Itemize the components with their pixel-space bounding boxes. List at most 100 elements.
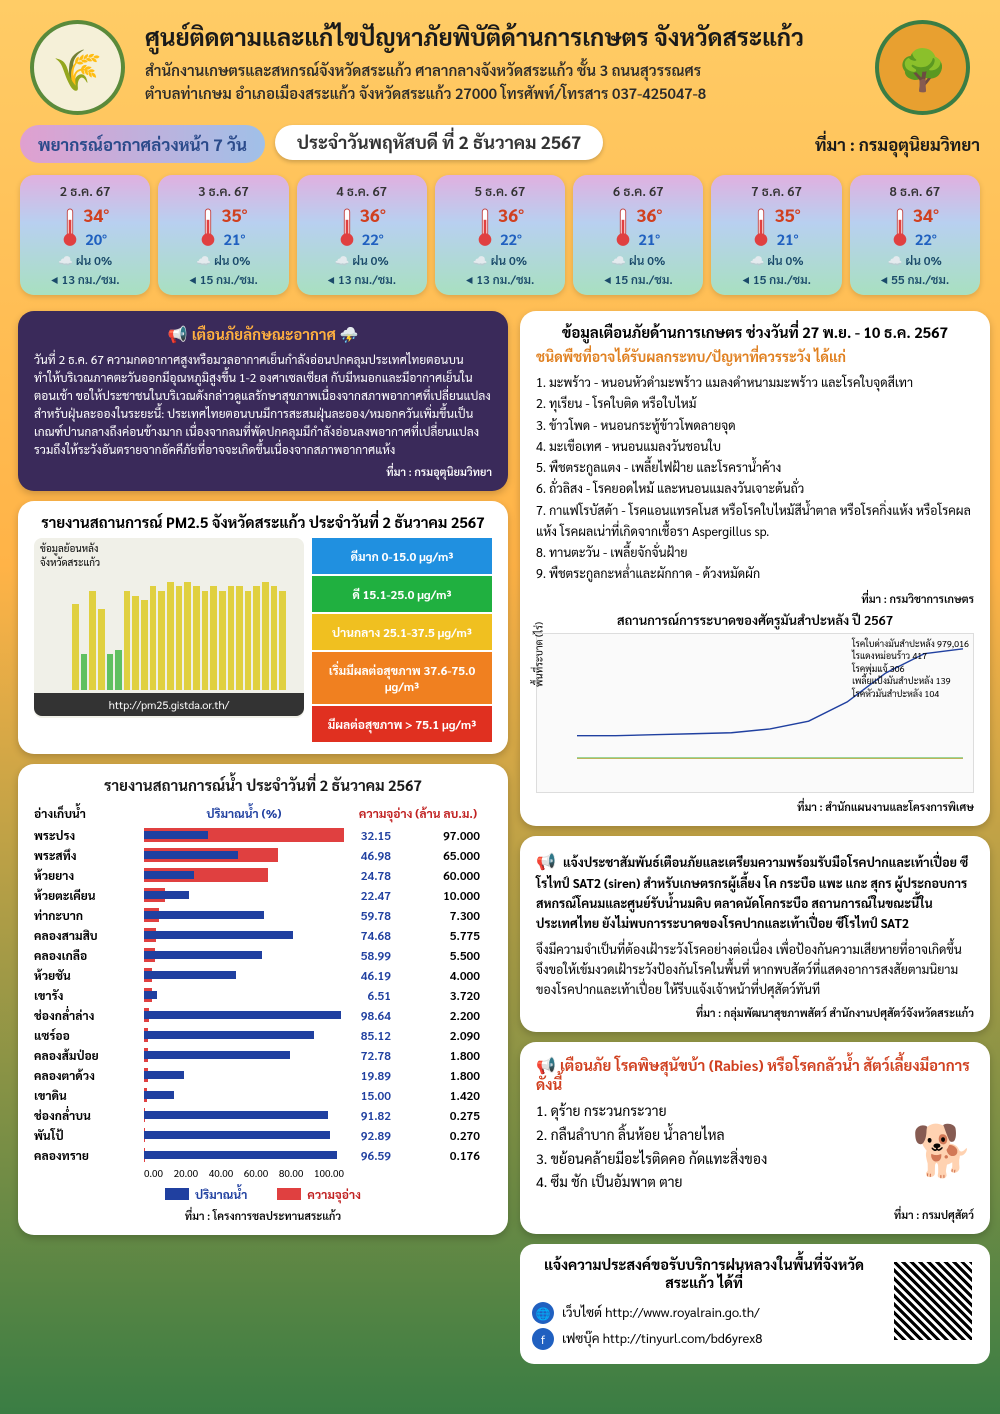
water-row: ช่องกล่ำล่าง 98.642.200 bbox=[34, 1005, 492, 1025]
rain-pct: ☁️ ฝน 0% bbox=[303, 252, 421, 268]
temp-high: 36° bbox=[498, 204, 524, 227]
ag-list-item: 6. ถั่วลิสง - โรคยอดไหม้ และหนอนแมลงวันเ… bbox=[536, 478, 974, 499]
wind-speed: ◀ 15 กม./ชม. bbox=[717, 271, 835, 287]
rabies-item: 2. กลืนลำบาก ลิ้นห้อย น้ำลายไหล bbox=[536, 1124, 902, 1148]
pest-chart: พื้นที่ระบาด (ไร่) โรคใบด่างมันสำปะหลัง … bbox=[536, 633, 974, 793]
temp-low: 22° bbox=[913, 230, 939, 249]
rabies-panel: 📢เตือนภัย โรคพิษสุนัขบ้า (Rabies) หรือโร… bbox=[520, 1042, 990, 1234]
page-header: 🌾 ศูนย์ติดตามและแก้ไขปัญหาภัยพิบัติด้านก… bbox=[0, 0, 1000, 125]
forecast-label: พยากรณ์อากาศล่วงหน้า 7 วัน bbox=[20, 125, 265, 163]
temp-low: 21° bbox=[221, 230, 247, 249]
pm25-url: http://pm25.gistda.or.th/ bbox=[34, 693, 304, 716]
ag-list-item: 8. ทานตะวัน - เพลี้ยจักจั่นฝ้าย bbox=[536, 542, 974, 563]
thermometer-icon bbox=[199, 206, 217, 248]
wind-speed: ◀ 15 กม./ชม. bbox=[579, 271, 697, 287]
qr-code bbox=[888, 1256, 978, 1346]
weather-card: 2 ธ.ค. 67 34°20° ☁️ ฝน 0% ◀ 13 กม./ชม. bbox=[20, 175, 150, 295]
card-date: 7 ธ.ค. 67 bbox=[717, 183, 835, 200]
pm25-panel: รายงานสถานการณ์ PM2.5 จังหวัดสระแก้ว ประ… bbox=[18, 501, 508, 754]
fmd-panel: 📢 แจ้งประชาสัมพันธ์เตือนภัยและเตรียมความ… bbox=[520, 836, 990, 1033]
water-row: ห้วยชัน 46.194.000 bbox=[34, 965, 492, 985]
water-row: ท่ากะบาก 59.787.300 bbox=[34, 905, 492, 925]
weather-card: 3 ธ.ค. 67 35°21° ☁️ ฝน 0% ◀ 15 กม./ชม. bbox=[158, 175, 288, 295]
megaphone-icon: 📢 bbox=[168, 323, 188, 344]
warning-title: 📢เตือนภัยลักษณะอากาศ ⛈️ bbox=[34, 323, 492, 344]
water-row: ห้วยยาง 24.7860.000 bbox=[34, 865, 492, 885]
wind-speed: ◀ 13 กม./ชม. bbox=[303, 271, 421, 287]
thermometer-icon bbox=[338, 206, 356, 248]
water-source: ที่มา : โครงการชลประทานสระแก้ว bbox=[34, 1208, 492, 1223]
ag-source: ที่มา : กรมวิชาการเกษตร bbox=[536, 591, 974, 606]
water-row: ห้วยตะเคียน 22.4710.000 bbox=[34, 885, 492, 905]
thermometer-icon bbox=[752, 206, 770, 248]
subtitle-1: สำนักงานเกษตรและสหกรณ์จังหวัดสระแก้ว ศาล… bbox=[145, 60, 855, 83]
rain-website-link[interactable]: 🌐เว็บไซต์ http://www.royalrain.go.th/ bbox=[532, 1300, 876, 1326]
rabies-title: 📢เตือนภัย โรคพิษสุนัขบ้า (Rabies) หรือโร… bbox=[536, 1054, 974, 1094]
rain-service-panel: แจ้งความประสงค์ขอรับบริการฝนหลวงในพื้นที… bbox=[520, 1244, 990, 1364]
warning-body: วันที่ 2 ธ.ค. 67 ความกดอากาศสูงหรือมวลอา… bbox=[34, 350, 492, 458]
thermometer-icon bbox=[891, 206, 909, 248]
water-panel: รายงานสถานการณ์น้ำ ประจำวันที่ 2 ธันวาคม… bbox=[18, 764, 508, 1235]
pm-legend-item: ปานกลาง 25.1-37.5 µg/m³ bbox=[312, 614, 492, 650]
pest-chart-title: สถานการณ์การระบาดของศัตรูมันสำปะหลัง ปี … bbox=[536, 612, 974, 629]
card-date: 2 ธ.ค. 67 bbox=[26, 183, 144, 200]
water-row: เขารัง 6.513.720 bbox=[34, 985, 492, 1005]
globe-icon: 🌐 bbox=[532, 1302, 554, 1324]
water-row: คลองตาด้วง 19.891.800 bbox=[34, 1065, 492, 1085]
rain-title: แจ้งความประสงค์ขอรับบริการฝนหลวงในพื้นที… bbox=[532, 1256, 876, 1292]
water-row: คลองทราย 96.590.176 bbox=[34, 1145, 492, 1165]
page-title: ศูนย์ติดตามและแก้ไขปัญหาภัยพิบัติด้านการ… bbox=[145, 20, 855, 52]
pm25-chart: ข้อมูลย้อนหลัง จังหวัดสระแก้ว http://pm2… bbox=[34, 538, 304, 718]
rabies-item: 1. ดุร้าย กระวนกระวาย bbox=[536, 1100, 902, 1124]
rain-pct: ☁️ ฝน 0% bbox=[441, 252, 559, 268]
card-date: 5 ธ.ค. 67 bbox=[441, 183, 559, 200]
rain-pct: ☁️ ฝน 0% bbox=[164, 252, 282, 268]
warning-source: ที่มา : กรมอุตุนิยมวิทยา bbox=[34, 464, 492, 479]
ag-list-item: 5. พืชตระกูลแตง - เพลี้ยไฟฝ้าย และโรคราน… bbox=[536, 457, 974, 478]
ag-list: 1. มะพร้าว - หนอนหัวดำมะพร้าว แมลงดำหนาม… bbox=[536, 372, 974, 585]
weather-card: 6 ธ.ค. 67 36°21° ☁️ ฝน 0% ◀ 15 กม./ชม. bbox=[573, 175, 703, 295]
weather-card: 4 ธ.ค. 67 36°22° ☁️ ฝน 0% ◀ 13 กม./ชม. bbox=[297, 175, 427, 295]
rain-pct: ☁️ ฝน 0% bbox=[717, 252, 835, 268]
wind-speed: ◀ 15 กม./ชม. bbox=[164, 271, 282, 287]
water-row: พระสทึง 46.9865.000 bbox=[34, 845, 492, 865]
fmd-source: ที่มา : กลุ่มพัฒนาสุขภาพสัตว์ สำนักงานปศ… bbox=[536, 1005, 974, 1020]
subtitle-2: ตำบลท่าเกษม อำเภอเมืองสระแก้ว จังหวัดสระ… bbox=[145, 83, 855, 106]
megaphone-icon: 📢 bbox=[536, 848, 556, 874]
ag-list-item: 3. ข้าวโพด - หนอนกระทู้ข้าวโพดลายจุด bbox=[536, 415, 974, 436]
forecast-source: ที่มา : กรมอุตุนิยมวิทยา bbox=[815, 125, 980, 155]
ag-list-item: 1. มะพร้าว - หนอนหัวดำมะพร้าว แมลงดำหนาม… bbox=[536, 372, 974, 393]
water-row: พระปรง 32.1597.000 bbox=[34, 825, 492, 845]
water-row: พันโป้ 92.890.270 bbox=[34, 1125, 492, 1145]
card-date: 4 ธ.ค. 67 bbox=[303, 183, 421, 200]
fmd-body2: จึงมีความจำเป็นที่ต้องเฝ้าระวังโรคอย่างต… bbox=[536, 939, 974, 999]
water-legend: ปริมาณน้ำ ความจุอ่าง bbox=[34, 1186, 492, 1202]
temp-high: 34° bbox=[913, 204, 939, 227]
temp-high: 36° bbox=[636, 204, 662, 227]
rabies-item: 4. ซึม ชัก เป็นอัมพาต ตาย bbox=[536, 1171, 902, 1195]
pm-legend-item: ดีมาก 0-15.0 µg/m³ bbox=[312, 538, 492, 574]
report-date: ประจำวันพฤหัสบดี ที่ 2 ธันวาคม 2567 bbox=[275, 125, 603, 160]
weather-card: 7 ธ.ค. 67 35°21° ☁️ ฝน 0% ◀ 15 กม./ชม. bbox=[711, 175, 841, 295]
water-axis: 0.0020.0040.0060.0080.00100.00 bbox=[144, 1167, 344, 1180]
wind-speed: ◀ 13 กม./ชม. bbox=[26, 271, 144, 287]
rain-pct: ☁️ ฝน 0% bbox=[579, 252, 697, 268]
water-row: แซร์ออ 85.122.090 bbox=[34, 1025, 492, 1045]
agriculture-alert-panel: ข้อมูลเตือนภัยด้านการเกษตร ช่วงวันที่ 27… bbox=[520, 311, 990, 826]
thermometer-icon bbox=[476, 206, 494, 248]
thermometer-icon bbox=[614, 206, 632, 248]
rain-facebook-link[interactable]: fเฟซบุ๊ค http://tinyurl.com/bd6yrex8 bbox=[532, 1326, 876, 1352]
pm-legend-item: มีผลต่อสุขภาพ > 75.1 µg/m³ bbox=[312, 706, 492, 742]
water-row: เขาดิน 15.001.420 bbox=[34, 1085, 492, 1105]
fmd-body: 📢 แจ้งประชาสัมพันธ์เตือนภัยและเตรียมความ… bbox=[536, 848, 974, 934]
temp-high: 34° bbox=[83, 204, 109, 227]
temp-high: 36° bbox=[360, 204, 386, 227]
temp-low: 21° bbox=[774, 230, 800, 249]
water-row: คลองสามสิบ 74.685.775 bbox=[34, 925, 492, 945]
weather-cards: 2 ธ.ค. 67 34°20° ☁️ ฝน 0% ◀ 13 กม./ชม. 3… bbox=[0, 163, 1000, 307]
ag-title: ข้อมูลเตือนภัยด้านการเกษตร ช่วงวันที่ 27… bbox=[536, 323, 974, 342]
temp-high: 35° bbox=[221, 204, 247, 227]
rain-pct: ☁️ ฝน 0% bbox=[856, 252, 974, 268]
water-columns: อ่างเก็บน้ำปริมาณน้ำ (%)ความจุอ่าง (ล้าน… bbox=[34, 801, 492, 825]
water-row: คลองเกลือ 58.995.500 bbox=[34, 945, 492, 965]
